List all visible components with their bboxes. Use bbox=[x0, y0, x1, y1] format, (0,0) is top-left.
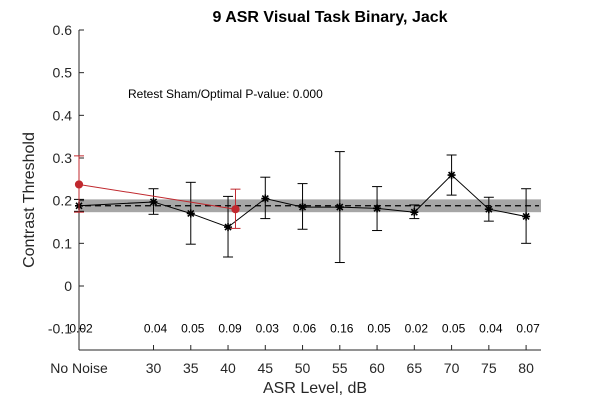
data-point bbox=[522, 212, 531, 221]
x-tick-label: 35 bbox=[183, 360, 199, 376]
y-tick-label: 0.4 bbox=[53, 107, 73, 123]
x-tick-label: 55 bbox=[332, 360, 348, 376]
x-tick-label: 30 bbox=[146, 360, 162, 376]
y-tick-label: 0.1 bbox=[53, 235, 73, 251]
y-tick-label: 0.6 bbox=[53, 22, 73, 38]
y-axis-label: Contrast Threshold bbox=[21, 132, 38, 268]
p-value-label: 0.05 bbox=[181, 322, 205, 336]
y-tick-label: 0.5 bbox=[53, 65, 73, 81]
series-line bbox=[78, 183, 236, 210]
data-point bbox=[410, 208, 419, 217]
y-tick-label: 0.3 bbox=[53, 150, 73, 166]
data-point bbox=[261, 194, 270, 203]
series-red bbox=[74, 155, 241, 229]
series-black bbox=[74, 151, 532, 264]
p-value-label: 0.09 bbox=[218, 322, 242, 336]
chart-title: 9 ASR Visual Task Binary, Jack bbox=[212, 9, 447, 26]
x-tick-label: No Noise bbox=[50, 360, 108, 376]
data-point bbox=[298, 203, 307, 212]
p-value-label: 0.04 bbox=[479, 322, 503, 336]
data-point bbox=[224, 223, 233, 232]
x-tick-label: 45 bbox=[258, 360, 274, 376]
x-tick-label: 60 bbox=[369, 360, 385, 376]
x-tick-label: 40 bbox=[220, 360, 236, 376]
data-point bbox=[335, 203, 344, 212]
p-value-label: 0.03 bbox=[256, 322, 280, 336]
p-value-label: 0.02 bbox=[405, 322, 429, 336]
x-axis-label: ASR Level, dB bbox=[263, 380, 367, 397]
x-tick-label: 70 bbox=[444, 360, 460, 376]
p-value-label: 0.02 bbox=[69, 322, 93, 336]
y-tick-label: 0.2 bbox=[53, 193, 73, 209]
p-value-label: 0.04 bbox=[144, 322, 168, 336]
p-value-label: 0.05 bbox=[442, 322, 466, 336]
p-value-label: 0.07 bbox=[516, 322, 540, 336]
data-point bbox=[373, 204, 382, 213]
x-tick-label: 65 bbox=[407, 360, 423, 376]
p-value-annotation: Retest Sham/Optimal P-value: 0.000 bbox=[128, 87, 323, 101]
plot-area: -0.1 0 0.1 0.2 0.3 0.4 0.5 0.6 No Noise 30 35 40 45 5… bbox=[48, 22, 541, 376]
data-point bbox=[447, 171, 456, 180]
p-value-label: 0.06 bbox=[293, 322, 317, 336]
data-point bbox=[231, 205, 240, 214]
p-value-label: 0.05 bbox=[367, 322, 391, 336]
y-tick-label: -0.1 bbox=[48, 321, 72, 337]
x-tick-label: 50 bbox=[295, 360, 311, 376]
data-point bbox=[149, 197, 158, 206]
y-tick-label: 0 bbox=[64, 278, 72, 294]
series-line bbox=[78, 174, 527, 228]
x-tick-label: 80 bbox=[518, 360, 534, 376]
data-point bbox=[186, 209, 195, 218]
x-tick-label: 75 bbox=[481, 360, 497, 376]
p-value-label: 0.16 bbox=[330, 322, 354, 336]
data-point bbox=[74, 180, 84, 189]
data-point bbox=[484, 205, 493, 214]
